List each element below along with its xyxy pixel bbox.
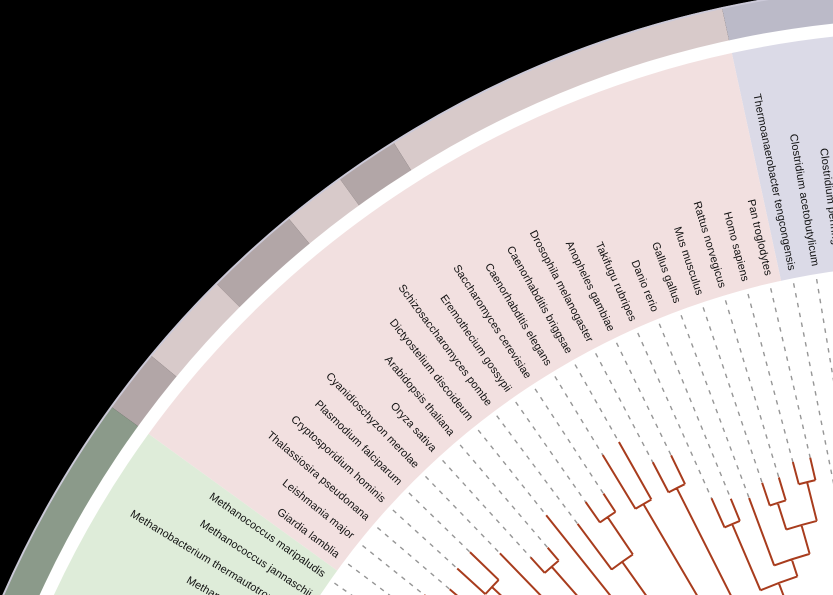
leader-line bbox=[459, 444, 549, 549]
leader-line bbox=[334, 582, 353, 595]
leader-line bbox=[534, 388, 605, 494]
leader-line bbox=[615, 342, 672, 456]
leader-line bbox=[362, 545, 425, 595]
leader-line bbox=[574, 364, 620, 443]
leader-line bbox=[815, 278, 833, 382]
leader-line bbox=[680, 314, 750, 499]
leader-line bbox=[637, 332, 713, 499]
leader-line bbox=[595, 353, 654, 463]
leader-line bbox=[658, 323, 732, 499]
leader-line bbox=[724, 300, 780, 478]
interior-background bbox=[320, 271, 833, 595]
leader-line bbox=[477, 429, 547, 516]
leader-line bbox=[515, 401, 587, 503]
leader-line bbox=[496, 415, 579, 525]
leader-line bbox=[408, 492, 471, 553]
tree-branches bbox=[424, 441, 818, 595]
leader-line bbox=[392, 509, 458, 570]
domain-band-archaea bbox=[53, 433, 371, 595]
leader-line bbox=[424, 475, 501, 554]
leader-line bbox=[442, 459, 532, 558]
leader-line bbox=[702, 307, 763, 483]
leader-line bbox=[792, 283, 833, 485]
